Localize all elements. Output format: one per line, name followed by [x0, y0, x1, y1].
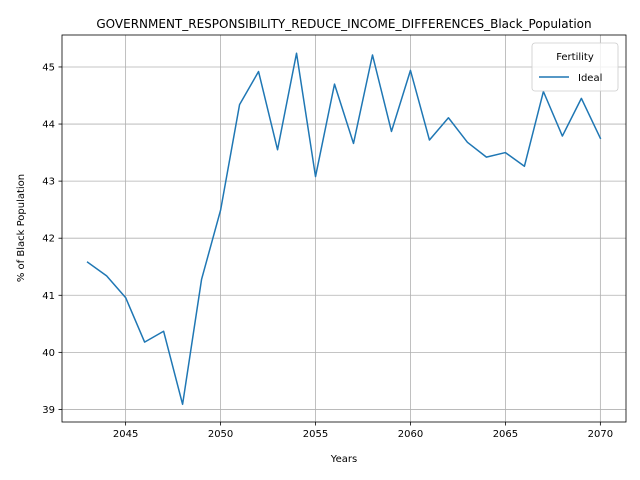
series-layer — [86, 52, 602, 406]
x-tick-label: 2065 — [493, 429, 518, 440]
x-tick-label: 2060 — [398, 429, 423, 440]
legend-title: Fertility — [556, 52, 594, 63]
x-axis: 2045 2050 2055 2060 2065 2070 — [113, 422, 613, 440]
series-line-ideal — [86, 52, 602, 406]
y-axis: 39 40 41 42 43 44 45 — [42, 62, 62, 416]
legend-entry-ideal: Ideal — [578, 73, 602, 84]
plot-frame — [61, 34, 627, 423]
x-tick-label: 2045 — [113, 429, 138, 440]
y-tick-label: 39 — [42, 405, 55, 416]
y-axis-label: % of Black Population — [16, 174, 27, 282]
legend: Fertility Ideal — [531, 42, 619, 92]
chart-title: GOVERNMENT_RESPONSIBILITY_REDUCE_INCOME_… — [96, 17, 591, 31]
y-tick-label: 41 — [42, 291, 55, 302]
grid — [62, 35, 626, 422]
y-tick-label: 45 — [42, 62, 55, 73]
y-tick-label: 42 — [42, 234, 55, 245]
legend-box — [531, 42, 619, 92]
y-tick-label: 40 — [42, 348, 55, 359]
y-tick-label: 43 — [42, 177, 55, 188]
y-tick-label: 44 — [42, 120, 55, 131]
x-tick-label: 2055 — [303, 429, 328, 440]
x-tick-label: 2070 — [588, 429, 613, 440]
x-axis-label: Years — [330, 454, 357, 465]
x-tick-label: 2050 — [208, 429, 233, 440]
